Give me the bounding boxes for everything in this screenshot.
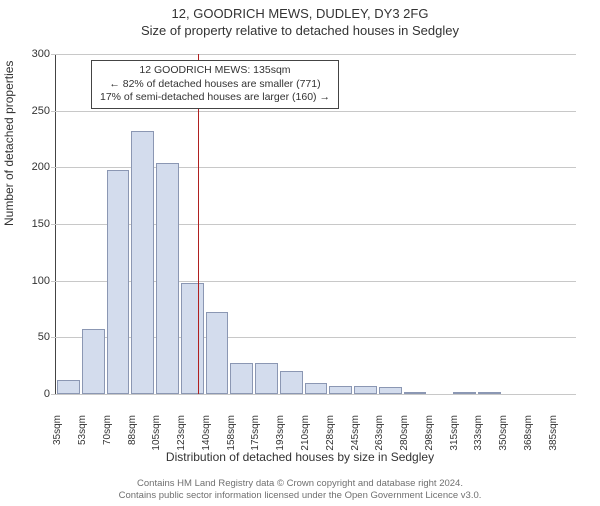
bar <box>82 329 105 394</box>
bar <box>354 386 377 394</box>
bar <box>107 170 130 394</box>
bar <box>206 312 229 394</box>
info-line-2: ← 82% of detached houses are smaller (77… <box>100 78 330 92</box>
y-tick-label: 300 <box>20 48 50 60</box>
footer-attribution: Contains HM Land Registry data © Crown c… <box>0 478 600 502</box>
y-tick-label: 0 <box>20 388 50 400</box>
bar <box>305 383 328 394</box>
bar <box>379 387 402 394</box>
bar <box>404 392 427 394</box>
footer-line-1: Contains HM Land Registry data © Crown c… <box>0 478 600 490</box>
page-title: 12, GOODRICH MEWS, DUDLEY, DY3 2FG <box>0 6 600 21</box>
plot-region: 12 GOODRICH MEWS: 135sqm ← 82% of detach… <box>55 54 576 395</box>
bar <box>280 371 303 394</box>
info-line-3: 17% of semi-detached houses are larger (… <box>100 91 330 105</box>
chart-subtitle: Size of property relative to detached ho… <box>0 23 600 38</box>
y-tick-label: 150 <box>20 218 50 230</box>
info-box: 12 GOODRICH MEWS: 135sqm ← 82% of detach… <box>91 60 339 109</box>
gridline <box>51 394 576 395</box>
x-axis-label: Distribution of detached houses by size … <box>0 450 600 464</box>
bar <box>255 363 278 394</box>
bar <box>181 283 204 394</box>
y-tick-label: 50 <box>20 331 50 343</box>
bar <box>57 380 80 394</box>
y-tick-label: 250 <box>20 105 50 117</box>
bar <box>453 392 476 394</box>
y-tick-label: 100 <box>20 275 50 287</box>
bar <box>156 163 179 394</box>
y-tick-label: 200 <box>20 161 50 173</box>
footer-line-2: Contains public sector information licen… <box>0 490 600 502</box>
y-axis-label: Number of detached properties <box>2 61 16 226</box>
info-line-1: 12 GOODRICH MEWS: 135sqm <box>100 64 330 78</box>
bar <box>329 386 352 394</box>
bar <box>478 392 501 394</box>
chart-area: 12 GOODRICH MEWS: 135sqm ← 82% of detach… <box>55 54 575 424</box>
bar <box>131 131 154 394</box>
bar <box>230 363 253 394</box>
